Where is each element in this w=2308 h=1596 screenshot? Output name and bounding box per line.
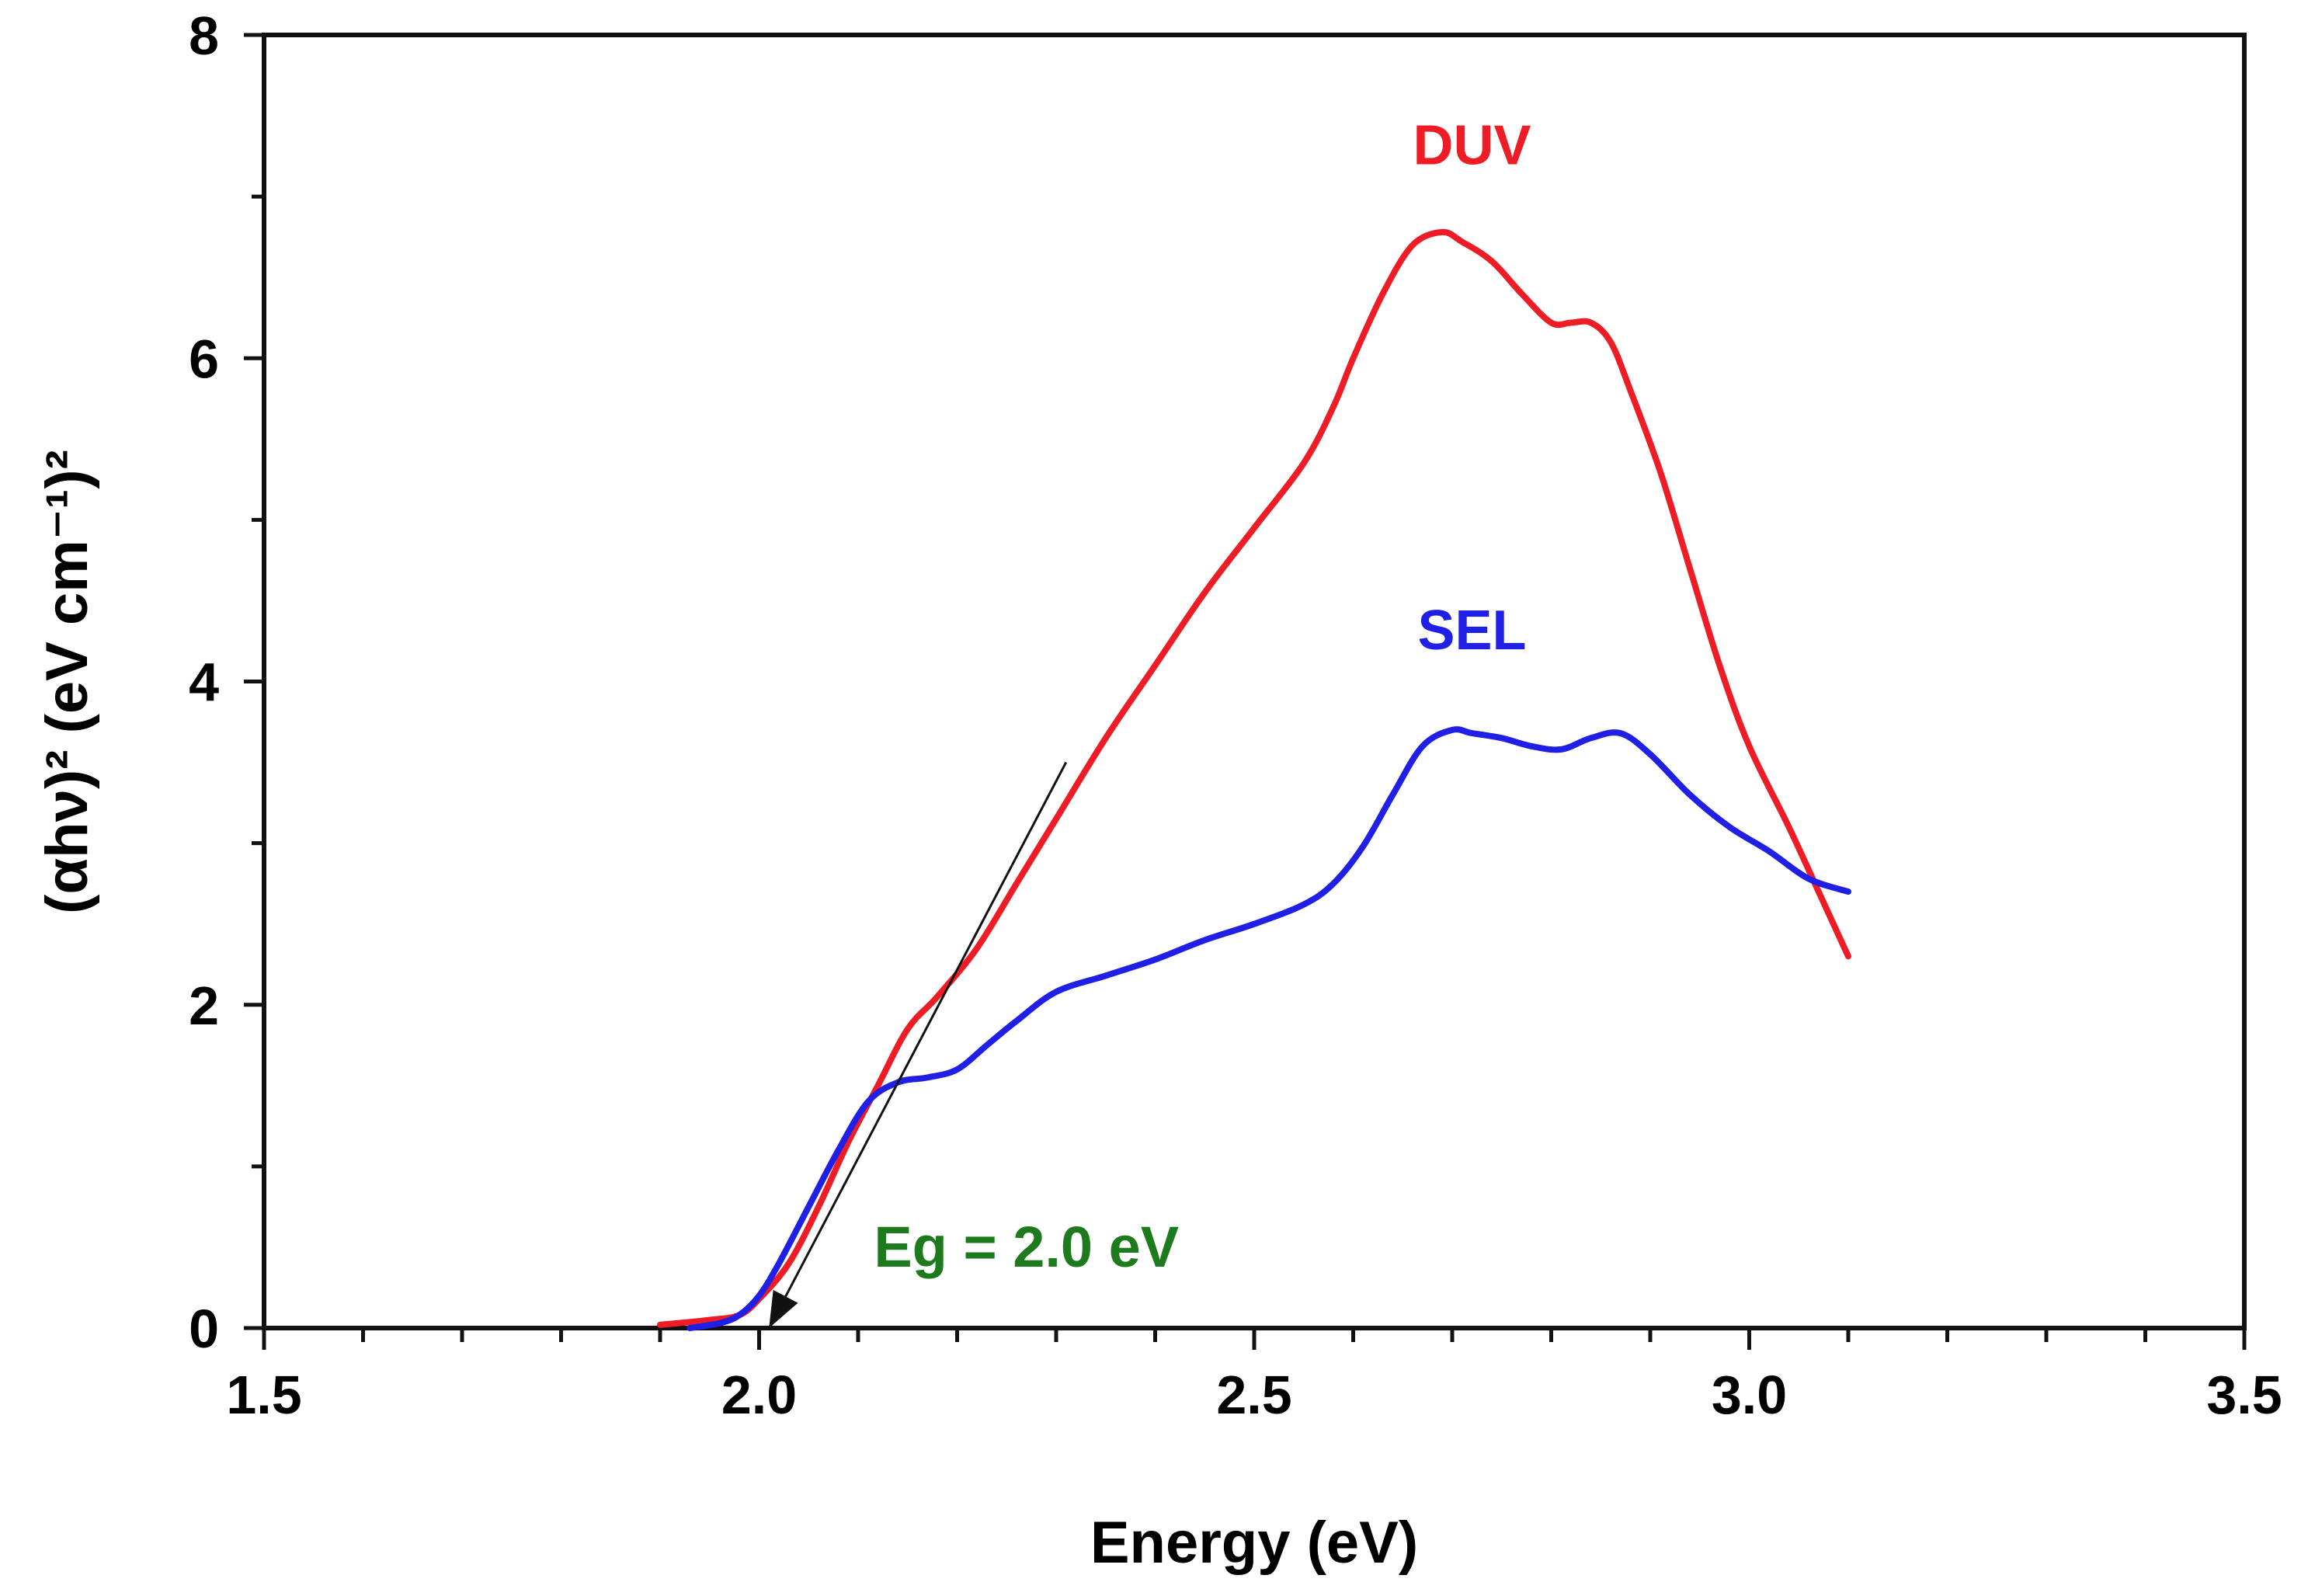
x-ticks (262, 1328, 2247, 1350)
series-line-sel (686, 726, 1851, 1331)
y-ticks (244, 33, 264, 1330)
series-label-duv: DUV (1413, 115, 1531, 177)
tangent-line (767, 761, 1068, 1329)
y-tick-label: 6 (189, 329, 219, 389)
x-axis-title: Energy (eV) (1090, 1510, 1418, 1576)
y-tick-labels: 0 2 4 6 8 (189, 5, 219, 1359)
y-axis-title: (αhν)² (eV cm⁻¹)² (34, 450, 100, 914)
y-tick-label: 4 (189, 652, 219, 713)
x-tick-label: 2.0 (721, 1365, 797, 1425)
x-tick-label: 3.0 (1712, 1365, 1787, 1425)
bandgap-annotation: Eg = 2.0 eV (874, 1215, 1179, 1279)
x-tick-label: 3.5 (2206, 1365, 2282, 1425)
y-tick-label: 8 (189, 5, 219, 66)
x-tick-labels: 1.5 2.0 2.5 3.0 3.5 (226, 1365, 2282, 1425)
x-tick-label: 2.5 (1216, 1365, 1291, 1425)
series-label-sel: SEL (1417, 600, 1526, 662)
x-tick-label: 1.5 (226, 1365, 301, 1425)
tangent-arrowhead (769, 1289, 798, 1328)
y-tick-label: 2 (189, 975, 219, 1036)
y-tick-label: 0 (189, 1299, 219, 1359)
